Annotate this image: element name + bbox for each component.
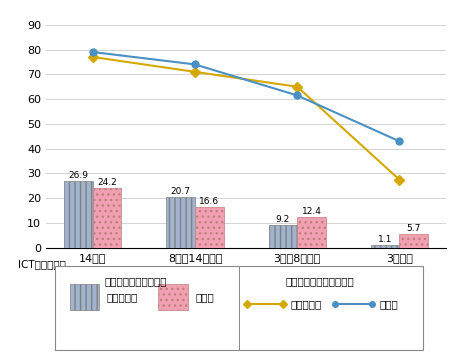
Bar [64,181,93,248]
Text: 9.2: 9.2 [275,215,289,224]
Bar [70,284,99,310]
Text: 三大都市圏: 三大都市圏 [290,299,321,309]
Text: 20.7: 20.7 [170,187,190,195]
Text: ICT導入スコア: ICT導入スコア [18,259,66,269]
Text: 24.2: 24.2 [97,178,117,187]
Bar [195,207,223,248]
Text: 地方圏: 地方圏 [195,292,213,302]
Bar [370,245,398,248]
Text: 三大都市圏: 三大都市圏 [106,292,138,302]
Text: 1.1: 1.1 [377,235,392,244]
Bar [297,217,325,248]
Text: 5.7: 5.7 [406,224,420,233]
Text: 従業員増加企業の割合: 従業員増加企業の割合 [105,276,167,286]
Bar [93,188,121,248]
Bar [166,196,195,248]
Text: 地方圏: 地方圏 [378,299,397,309]
Text: 12.4: 12.4 [301,207,321,216]
Text: 新規採用実施企業の割合: 新規採用実施企業の割合 [285,276,354,286]
Text: 16.6: 16.6 [199,197,219,206]
Bar [158,284,187,310]
Bar [398,234,427,248]
Text: 26.9: 26.9 [68,171,88,180]
Bar [268,225,297,248]
